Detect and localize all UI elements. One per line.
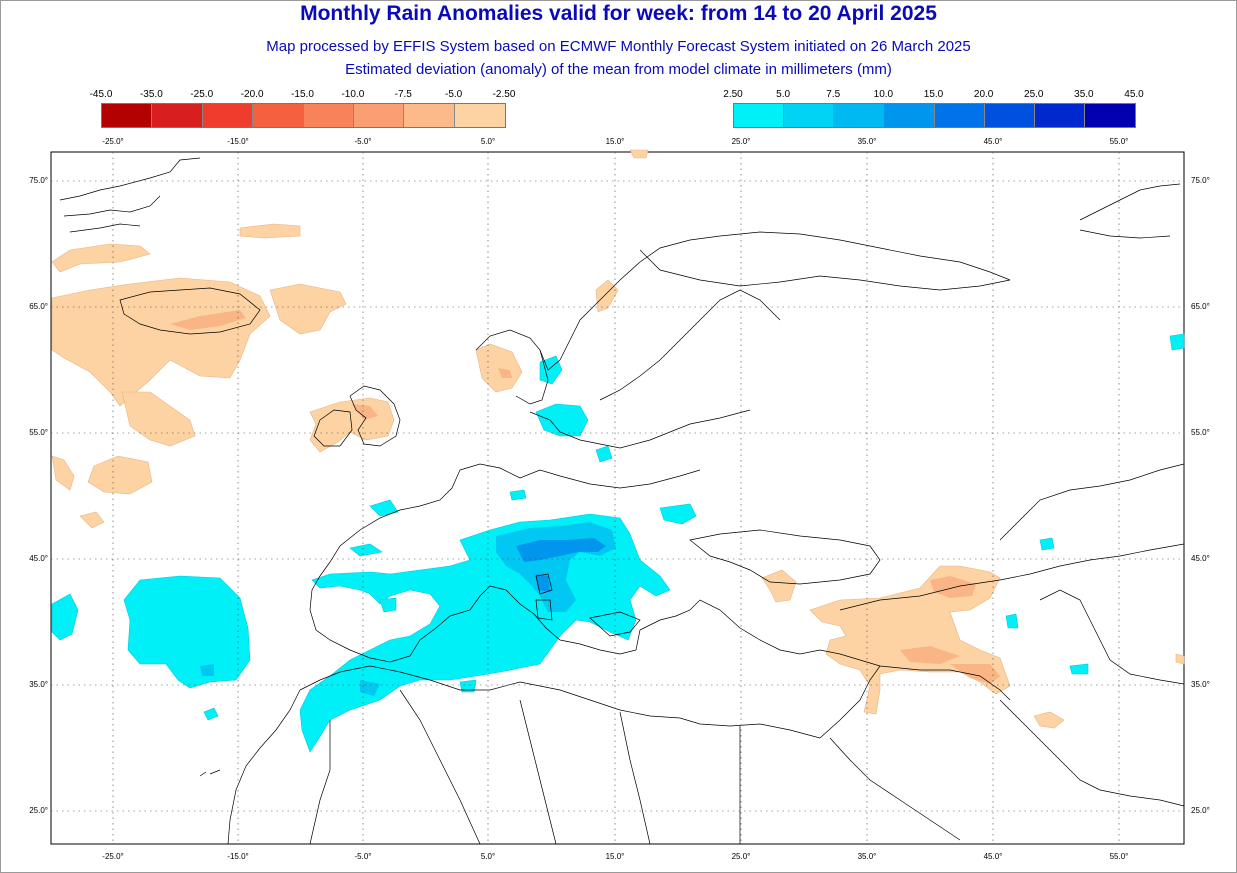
map-subtitle: Map processed by EFFIS System based on E…	[266, 38, 971, 55]
legend-positive-tick-label: 20.0	[973, 89, 994, 100]
legend-positive-colorbar	[733, 103, 1136, 128]
legend-positive-tick-label: 35.0	[1074, 89, 1094, 100]
legend-positive-swatch	[1084, 104, 1135, 127]
bottom-longitude-label: -15.0°	[227, 852, 249, 861]
top-longitude-label: 15.0°	[605, 137, 625, 146]
top-longitude-label: 25.0°	[731, 137, 751, 146]
legend-negative-tick-label: -10.0	[341, 89, 365, 100]
bottom-longitude-label: 25.0°	[731, 852, 751, 861]
legend-positive-swatch	[884, 104, 935, 127]
top-longitude-label: -25.0°	[102, 137, 124, 146]
top-longitude-label: -15.0°	[227, 137, 249, 146]
legend-positive-swatch	[1034, 104, 1085, 127]
legend-negative-swatch	[303, 104, 354, 127]
legend-positive-tick-label: 7.5	[826, 89, 841, 100]
positive-anomaly-areas	[51, 333, 1185, 753]
legend-negative-tick-label: -25.0	[190, 89, 214, 100]
legend-positive-swatch	[834, 104, 885, 127]
legend-negative-tick-label: -35.0	[139, 89, 163, 100]
legend-negative-tick-label: -2.50	[492, 89, 516, 100]
legend-positive-tick-label: 2.50	[723, 89, 743, 100]
legend-positive-tick-label: 5.0	[776, 89, 791, 100]
left-latitude-label: 75.0°	[29, 176, 48, 185]
legend-negative-tick-label: -7.5	[394, 89, 412, 100]
right-latitude-label: 25.0°	[1191, 806, 1210, 815]
bottom-longitude-label: 35.0°	[857, 852, 877, 861]
map-title: Monthly Rain Anomalies valid for week: f…	[300, 2, 937, 25]
right-latitude-label: 35.0°	[1191, 680, 1210, 689]
legend-positive-swatch	[984, 104, 1035, 127]
negative-anomaly-areas	[51, 149, 1185, 729]
right-latitude-label: 55.0°	[1191, 428, 1210, 437]
graticule-grid	[51, 152, 1184, 844]
legend-negative-swatch	[454, 104, 505, 127]
left-latitude-label: 35.0°	[29, 680, 48, 689]
legend-negative-swatch	[404, 104, 455, 127]
legend-negative-tick-label: -20.0	[240, 89, 264, 100]
legend-negative-swatch	[353, 104, 405, 127]
left-latitude-label: 65.0°	[29, 302, 48, 311]
negative-anomaly-cores	[170, 310, 1000, 684]
legend-positive-tick-label: 15.0	[923, 89, 944, 100]
map-description: Estimated deviation (anomaly) of the mea…	[345, 61, 892, 78]
legend-negative-tick-label: -45.0	[89, 89, 113, 100]
legend-negative-colorbar	[101, 103, 506, 128]
legend-positive-swatch	[784, 104, 835, 127]
top-longitude-label: 55.0°	[1109, 137, 1129, 146]
left-latitude-label: 25.0°	[29, 806, 48, 815]
legend-positive-swatch	[934, 104, 985, 127]
legend-positive-tick-label: 45.0	[1124, 89, 1144, 100]
legend-negative-swatch	[102, 104, 153, 127]
legend-positive-tick-label: 10.0	[873, 89, 894, 100]
top-longitude-label: 5.0°	[480, 137, 496, 146]
left-latitude-label: 55.0°	[29, 428, 48, 437]
bottom-longitude-label: -25.0°	[102, 852, 124, 861]
bottom-longitude-label: 45.0°	[983, 852, 1003, 861]
left-latitude-label: 45.0°	[29, 554, 48, 563]
legend-positive-tick-label: 25.0	[1024, 89, 1044, 100]
positive-anomaly-strong	[516, 538, 606, 592]
map-plot-area	[50, 151, 1185, 845]
legend-negative-swatch	[202, 104, 254, 127]
legend-negative-swatch	[152, 104, 203, 127]
top-longitude-label: -5.0°	[354, 137, 372, 146]
bottom-longitude-label: 15.0°	[605, 852, 625, 861]
bottom-longitude-label: 55.0°	[1109, 852, 1129, 861]
legend-positive-swatch	[734, 104, 785, 127]
top-longitude-label: 45.0°	[983, 137, 1003, 146]
legend-negative-swatch	[253, 104, 304, 127]
right-latitude-label: 75.0°	[1191, 176, 1210, 185]
bottom-longitude-label: 5.0°	[480, 852, 496, 861]
right-latitude-label: 45.0°	[1191, 554, 1210, 563]
legend-negative-tick-label: -5.0	[445, 89, 463, 100]
bottom-longitude-label: -5.0°	[354, 852, 372, 861]
top-longitude-label: 35.0°	[857, 137, 877, 146]
coastlines-and-borders	[59, 157, 1185, 845]
legend-negative-tick-label: -15.0	[291, 89, 314, 100]
right-latitude-label: 65.0°	[1191, 302, 1210, 311]
